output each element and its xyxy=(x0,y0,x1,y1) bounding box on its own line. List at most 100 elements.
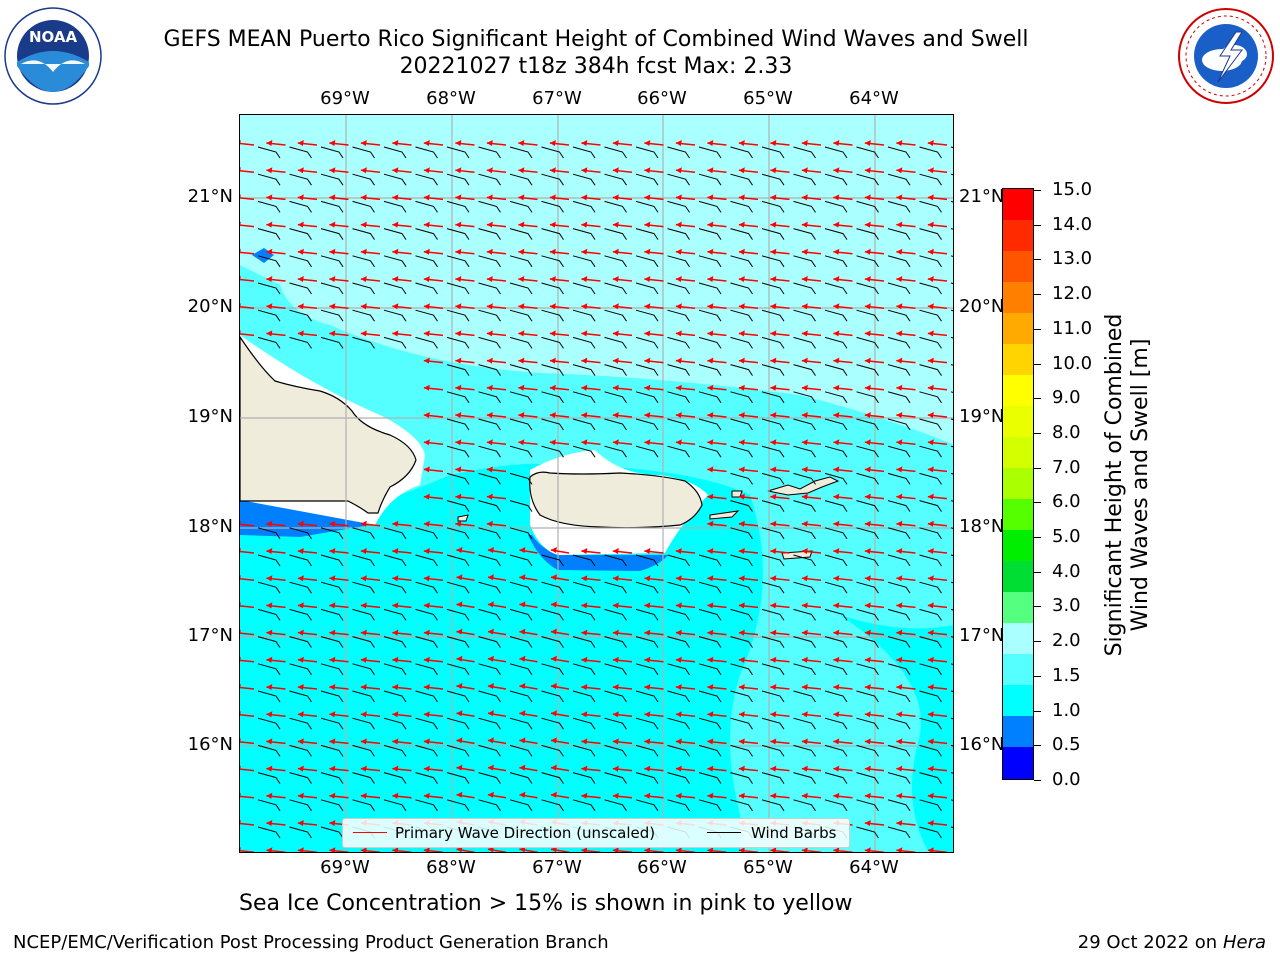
wave-arrow-head xyxy=(707,248,714,255)
wave-arrow-head xyxy=(896,248,903,255)
wind-barb xyxy=(352,228,375,240)
vector-pair xyxy=(329,602,375,621)
vector-pair xyxy=(423,221,470,240)
wave-arrow-head xyxy=(612,248,619,255)
vector-pair xyxy=(487,655,533,676)
wave-arrow-head xyxy=(392,221,399,228)
vector-pair xyxy=(644,711,690,730)
wind-barb xyxy=(824,581,848,594)
vector-pair xyxy=(612,602,659,621)
wind-barb xyxy=(604,717,627,730)
wave-arrow-head xyxy=(770,248,777,255)
wave-arrow-head xyxy=(581,547,588,554)
wave-arrow-head xyxy=(738,629,745,636)
wind-barb xyxy=(257,228,281,240)
vector-pair xyxy=(519,628,564,648)
wave-arrow-head xyxy=(487,601,494,608)
wave-arrow-head xyxy=(675,167,682,174)
wind-barb xyxy=(446,554,470,567)
wave-arrow-head xyxy=(329,167,336,174)
wave-arrow-head xyxy=(896,139,903,146)
vector-pair xyxy=(770,330,816,349)
wind-barb xyxy=(667,418,690,431)
wind-barb xyxy=(824,309,848,322)
vector-pair xyxy=(675,847,696,852)
wave-arrow-head xyxy=(770,439,777,446)
vector-pair xyxy=(455,221,501,240)
wave-arrow-head xyxy=(675,547,682,554)
wave-arrow-head xyxy=(360,847,367,852)
wind-barb xyxy=(572,228,596,240)
wind-barb xyxy=(698,146,722,159)
vector-pair xyxy=(864,765,911,784)
wind-barb xyxy=(415,581,438,594)
vector-pair xyxy=(738,520,785,540)
vector-pair xyxy=(612,765,659,784)
vector-pair xyxy=(927,275,953,285)
vector-pair xyxy=(707,167,753,186)
wind-barb xyxy=(509,581,533,594)
wave-arrow-head xyxy=(549,411,556,418)
wave-direction-arrow xyxy=(240,224,255,228)
wind-barb xyxy=(541,663,564,676)
vector-pair xyxy=(612,792,659,812)
wave-arrow-head xyxy=(675,139,682,146)
wave-arrow-head xyxy=(360,656,367,663)
vector-pair xyxy=(486,384,533,404)
vector-pair xyxy=(801,656,848,676)
wind-barb xyxy=(824,364,848,376)
wave-arrow-head xyxy=(456,655,463,662)
wind-barb xyxy=(793,309,816,322)
vector-pair xyxy=(612,194,659,213)
map-canvas xyxy=(240,115,953,852)
wind-barb xyxy=(919,472,942,485)
wave-arrow-head xyxy=(675,221,682,228)
wind-barb xyxy=(761,173,785,186)
wind-barb xyxy=(667,391,690,404)
wind-barb xyxy=(383,309,407,322)
vector-pair xyxy=(486,466,533,485)
wind-barb xyxy=(887,200,911,213)
wave-arrow-head xyxy=(864,357,871,364)
vector-pair xyxy=(487,601,533,621)
wave-arrow-head xyxy=(896,847,903,852)
vector-pair xyxy=(801,275,848,295)
wind-barb xyxy=(478,200,501,213)
vector-pair xyxy=(738,629,785,648)
wind-barb xyxy=(352,717,375,730)
colorbar-segment xyxy=(1003,375,1033,407)
wind-barb xyxy=(730,663,753,676)
wave-arrow-head xyxy=(896,384,903,391)
wind-barb xyxy=(919,799,942,812)
vector-pair xyxy=(612,357,659,376)
wave-arrow-head xyxy=(423,466,430,473)
wave-arrow-head xyxy=(549,330,556,337)
wind-barb xyxy=(856,173,879,186)
vector-pair xyxy=(297,602,344,621)
wind-barb xyxy=(698,799,722,812)
vector-pair xyxy=(486,357,533,376)
wind-barb xyxy=(887,364,911,376)
wave-arrow-head xyxy=(927,765,934,772)
vector-pair xyxy=(518,275,564,295)
vector-pair xyxy=(644,547,690,567)
wind-barb xyxy=(698,717,722,730)
wind-barb xyxy=(320,527,344,540)
vector-pair xyxy=(581,711,627,730)
wave-arrow-head xyxy=(518,139,525,146)
wave-arrow-head xyxy=(360,194,367,201)
wave-arrow-head xyxy=(581,357,588,364)
vector-pair xyxy=(487,628,533,648)
vector-pair xyxy=(864,629,911,648)
wind-barb xyxy=(415,554,438,567)
wave-arrow-head xyxy=(581,792,588,799)
wave-arrow-head xyxy=(738,765,745,772)
wave-arrow-head xyxy=(770,139,777,146)
wind-barb xyxy=(446,336,470,349)
vector-pair xyxy=(707,330,753,349)
wave-arrow-head xyxy=(864,330,871,337)
vector-pair xyxy=(927,248,953,257)
vector-pair xyxy=(896,683,942,703)
footer-date: 29 Oct 2022 on Hera xyxy=(1078,933,1266,953)
wave-arrow-head xyxy=(266,819,273,826)
